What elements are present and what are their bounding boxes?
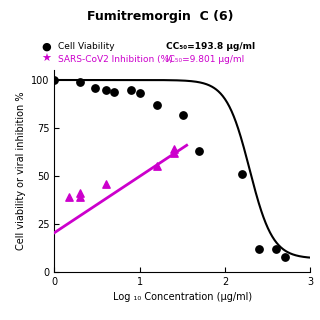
X-axis label: Log ₁₀ Concentration (μg/ml): Log ₁₀ Concentration (μg/ml) bbox=[113, 292, 252, 302]
Text: ★: ★ bbox=[42, 54, 52, 64]
Point bbox=[77, 191, 83, 196]
Point bbox=[92, 85, 98, 90]
Point bbox=[129, 87, 134, 92]
Point bbox=[77, 195, 83, 200]
Point bbox=[282, 254, 287, 259]
Point bbox=[197, 148, 202, 154]
Point bbox=[52, 77, 57, 83]
Y-axis label: Cell viability or viral inhibition %: Cell viability or viral inhibition % bbox=[16, 92, 26, 251]
Point bbox=[77, 79, 83, 84]
Text: Cell Viability: Cell Viability bbox=[58, 42, 114, 51]
Point bbox=[155, 164, 160, 169]
Text: IC₅₀=9.801 μg/ml: IC₅₀=9.801 μg/ml bbox=[166, 55, 245, 64]
Point bbox=[171, 147, 176, 152]
Point bbox=[180, 112, 185, 117]
Text: Fumitremorgin  C (6): Fumitremorgin C (6) bbox=[87, 10, 233, 23]
Text: SARS-CoV2 Inhibition (%): SARS-CoV2 Inhibition (%) bbox=[58, 55, 172, 64]
Point bbox=[240, 172, 245, 177]
Point bbox=[103, 181, 108, 186]
Point bbox=[155, 102, 160, 108]
Point bbox=[103, 87, 108, 92]
Point bbox=[67, 195, 72, 200]
Point bbox=[111, 89, 116, 94]
Point bbox=[137, 91, 142, 96]
Point bbox=[274, 246, 279, 252]
Point bbox=[256, 246, 261, 252]
Text: CC₅₀=193.8 μg/ml: CC₅₀=193.8 μg/ml bbox=[166, 42, 256, 51]
Text: ●: ● bbox=[42, 41, 51, 52]
Point bbox=[171, 150, 176, 156]
